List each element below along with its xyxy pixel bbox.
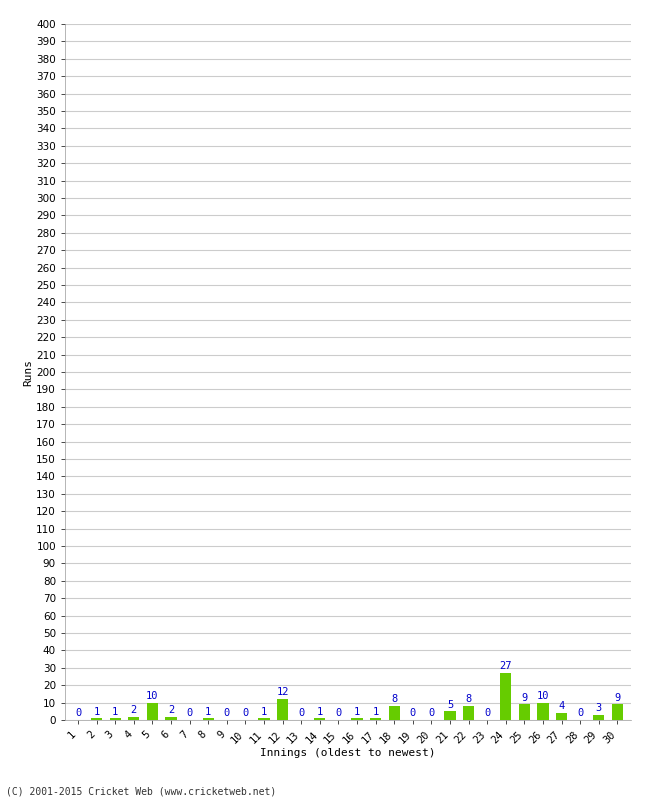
Text: 0: 0 bbox=[298, 708, 304, 718]
Text: 9: 9 bbox=[521, 693, 528, 702]
Text: 1: 1 bbox=[354, 706, 360, 717]
Bar bbox=[277, 699, 288, 720]
Text: 1: 1 bbox=[372, 706, 379, 717]
Text: 2: 2 bbox=[131, 705, 137, 714]
Text: 0: 0 bbox=[242, 708, 248, 718]
Text: 1: 1 bbox=[205, 706, 211, 717]
Bar bbox=[203, 718, 214, 720]
Text: 1: 1 bbox=[317, 706, 323, 717]
Text: 12: 12 bbox=[276, 687, 289, 698]
Bar bbox=[128, 717, 139, 720]
Text: 0: 0 bbox=[484, 708, 490, 718]
Text: 5: 5 bbox=[447, 699, 453, 710]
Text: 8: 8 bbox=[391, 694, 397, 704]
Bar bbox=[500, 673, 512, 720]
Y-axis label: Runs: Runs bbox=[23, 358, 33, 386]
X-axis label: Innings (oldest to newest): Innings (oldest to newest) bbox=[260, 748, 436, 758]
Text: 0: 0 bbox=[75, 708, 81, 718]
Text: 1: 1 bbox=[112, 706, 118, 717]
Bar bbox=[147, 702, 158, 720]
Bar bbox=[370, 718, 382, 720]
Text: 1: 1 bbox=[261, 706, 267, 717]
Bar bbox=[463, 706, 474, 720]
Bar bbox=[593, 714, 604, 720]
Text: (C) 2001-2015 Cricket Web (www.cricketweb.net): (C) 2001-2015 Cricket Web (www.cricketwe… bbox=[6, 786, 277, 796]
Text: 0: 0 bbox=[335, 708, 341, 718]
Text: 0: 0 bbox=[187, 708, 193, 718]
Bar bbox=[519, 704, 530, 720]
Text: 8: 8 bbox=[465, 694, 472, 704]
Text: 0: 0 bbox=[224, 708, 230, 718]
Text: 1: 1 bbox=[94, 706, 99, 717]
Bar bbox=[166, 717, 177, 720]
Bar bbox=[91, 718, 102, 720]
Text: 4: 4 bbox=[558, 702, 565, 711]
Bar bbox=[389, 706, 400, 720]
Text: 10: 10 bbox=[146, 691, 159, 701]
Text: 0: 0 bbox=[428, 708, 435, 718]
Text: 0: 0 bbox=[577, 708, 584, 718]
Text: 10: 10 bbox=[537, 691, 549, 701]
Text: 3: 3 bbox=[596, 703, 602, 713]
Bar bbox=[352, 718, 363, 720]
Text: 2: 2 bbox=[168, 705, 174, 714]
Text: 27: 27 bbox=[500, 662, 512, 671]
Text: 9: 9 bbox=[614, 693, 621, 702]
Bar bbox=[314, 718, 326, 720]
Bar bbox=[259, 718, 270, 720]
Text: 0: 0 bbox=[410, 708, 416, 718]
Bar bbox=[612, 704, 623, 720]
Bar bbox=[556, 713, 567, 720]
Bar bbox=[538, 702, 549, 720]
Bar bbox=[445, 711, 456, 720]
Bar bbox=[110, 718, 121, 720]
